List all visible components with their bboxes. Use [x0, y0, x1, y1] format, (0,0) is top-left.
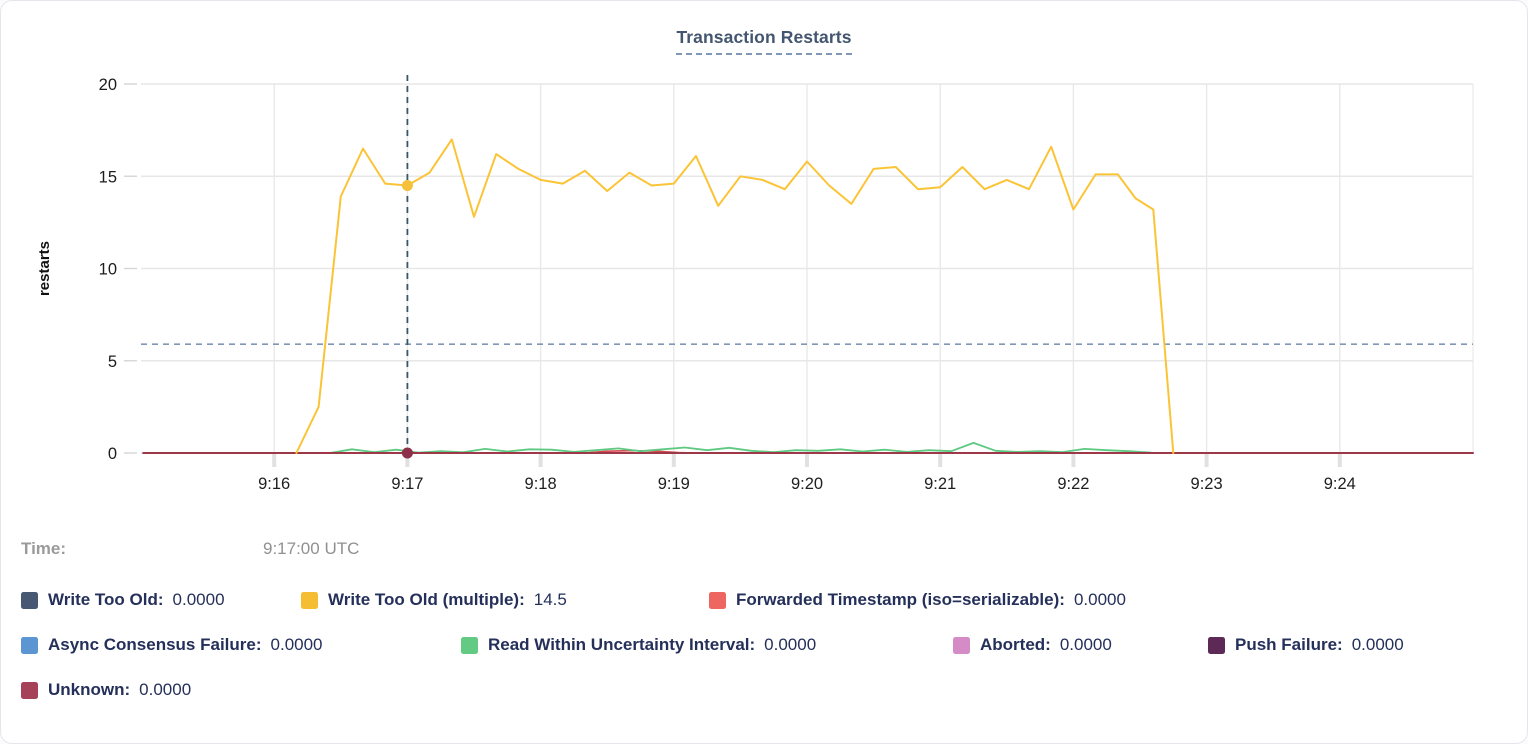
- x-tick-label: 9:20: [791, 475, 823, 493]
- x-tick-label: 9:24: [1324, 475, 1356, 493]
- legend-swatch-write-too-old: [21, 591, 38, 609]
- hover-dot: [401, 447, 413, 459]
- y-tick-label: 15: [99, 168, 117, 186]
- legend-row-2: Async Consensus Failure: 0.0000 Read Wit…: [21, 635, 1404, 655]
- legend-label: Write Too Old:: [48, 590, 164, 609]
- legend-label: Unknown:: [48, 680, 131, 699]
- x-tick-label: 9:22: [1057, 475, 1089, 493]
- y-tick-label: 5: [108, 353, 117, 371]
- chart-title[interactable]: Transaction Restarts: [676, 27, 852, 55]
- legend-value: 14.5: [533, 590, 567, 609]
- series-read-within-uncertainty-interval: [328, 441, 1152, 454]
- legend-swatch-unknown: [21, 681, 38, 699]
- legend-item-push-failure: Push Failure: 0.0000: [1208, 635, 1404, 655]
- y-tick-label: 10: [99, 261, 117, 279]
- chart-title-wrap: Transaction Restarts: [1, 27, 1527, 55]
- legend-swatch-write-too-old-multiple: [301, 591, 318, 609]
- legend-value: 0.0000: [1073, 590, 1126, 609]
- legend-value: 0.0000: [1059, 635, 1112, 654]
- legend-swatch-push-failure: [1208, 636, 1225, 654]
- hover-time-row: Time: 9:17:00 UTC: [1, 539, 1527, 563]
- legend-item-read-within-uncertainty: Read Within Uncertainty Interval: 0.0000: [461, 635, 953, 655]
- y-tick-label: 20: [99, 76, 117, 94]
- legend-item-forwarded-timestamp: Forwarded Timestamp (iso=serializable): …: [709, 590, 1126, 610]
- time-label: Time:: [21, 539, 67, 558]
- legend-swatch-forwarded-timestamp: [709, 591, 726, 609]
- legend-label: Aborted:: [980, 635, 1051, 654]
- legend-value: 0.0000: [1351, 635, 1404, 654]
- legend-label: Write Too Old (multiple):: [328, 590, 525, 609]
- x-tick-label: 9:21: [924, 475, 956, 493]
- transaction-restarts-chart[interactable]: 9:16 9:17 9:18 9:19 9:20 9:21 9:22 9:23 9:24 0 5 10…: [1, 1, 1528, 513]
- legend-item-write-too-old: Write Too Old: 0.0000: [21, 590, 301, 610]
- legend-item-unknown: Unknown: 0.0000: [21, 680, 191, 700]
- legend-item-async-consensus-failure: Async Consensus Failure: 0.0000: [21, 635, 461, 655]
- legend-value: 0.0000: [764, 635, 817, 654]
- legend-label: Push Failure:: [1235, 635, 1343, 654]
- x-tick-label: 9:16: [258, 475, 290, 493]
- legend-label: Read Within Uncertainty Interval:: [488, 635, 756, 654]
- x-tick-label: 9:19: [658, 475, 690, 493]
- x-tick-label: 9:17: [391, 475, 423, 493]
- legend-label: Async Consensus Failure:: [48, 635, 262, 654]
- x-tick-label: 9:23: [1191, 475, 1223, 493]
- x-tick-label: 9:18: [525, 475, 557, 493]
- y-tick-label: 0: [108, 445, 117, 463]
- hover-dot: [401, 179, 413, 191]
- legend-item-aborted: Aborted: 0.0000: [953, 635, 1208, 655]
- legend-swatch-async-consensus-failure: [21, 636, 38, 654]
- legend-value: 0.0000: [139, 680, 192, 699]
- y-axis-label: restarts: [36, 241, 53, 296]
- series-write-too-old-multiple-: [295, 138, 1175, 454]
- legend-swatch-read-within-uncertainty: [461, 636, 478, 654]
- legend-swatch-aborted: [953, 636, 970, 654]
- legend-value: 0.0000: [270, 635, 323, 654]
- legend-row-3: Unknown: 0.0000: [21, 680, 191, 700]
- legend-row-1: Write Too Old: 0.0000 Write Too Old (mul…: [21, 590, 1126, 610]
- legend-item-write-too-old-multiple: Write Too Old (multiple): 14.5: [301, 590, 709, 610]
- legend-label: Forwarded Timestamp (iso=serializable):: [736, 590, 1065, 609]
- legend-value: 0.0000: [172, 590, 225, 609]
- time-value: 9:17:00 UTC: [263, 539, 360, 558]
